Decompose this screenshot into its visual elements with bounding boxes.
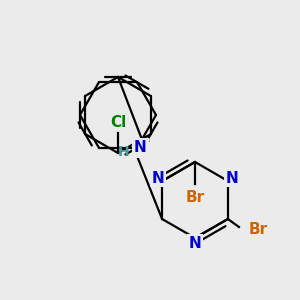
Text: N: N [134, 140, 146, 155]
Text: N: N [189, 236, 201, 250]
Text: Br: Br [185, 190, 205, 205]
Text: H: H [118, 145, 130, 159]
Text: Br: Br [249, 223, 268, 238]
Text: Cl: Cl [110, 115, 126, 130]
Text: N: N [226, 171, 239, 186]
Text: N: N [152, 171, 164, 186]
